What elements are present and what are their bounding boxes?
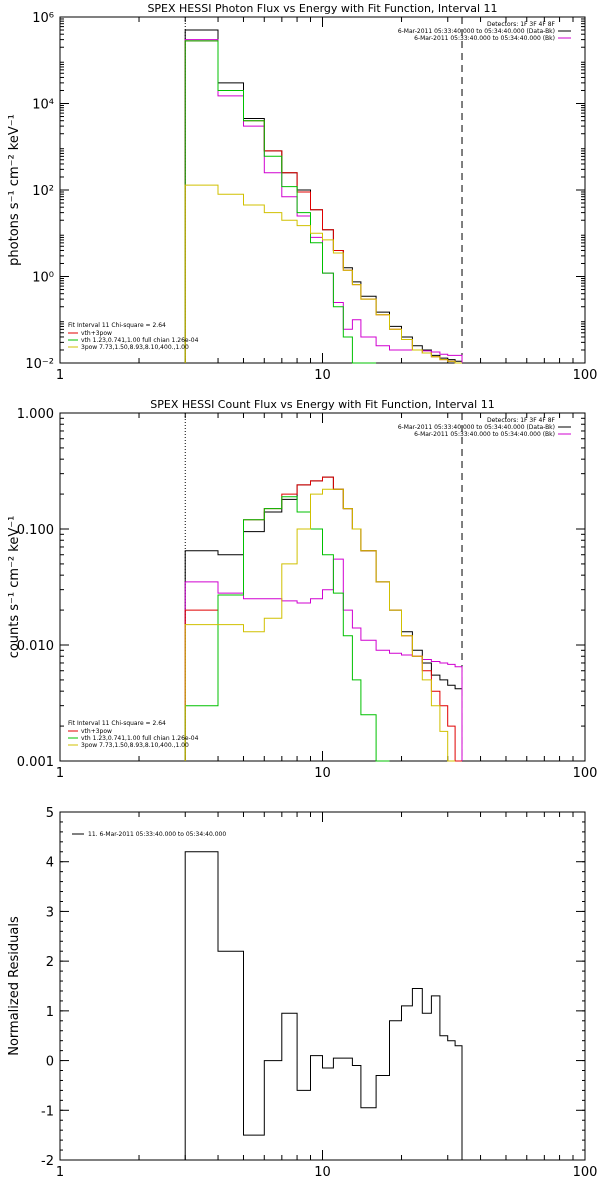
x-tick-label: 100 xyxy=(573,1165,598,1180)
y-tick-label: -1 xyxy=(41,1104,54,1119)
x-tick-label: 1 xyxy=(56,766,64,781)
y-tick-label: 4 xyxy=(46,856,54,871)
y-axis-label: Normalized Residuals xyxy=(7,916,22,1056)
info-line: 6-Mar-2011 05:33:40.000 to 05:34:40.000 … xyxy=(414,35,555,42)
fit-caption: Fit Interval 11 Chi-square = 2.64 xyxy=(68,720,166,727)
fit-legend-label: vth+3pow xyxy=(81,728,112,735)
info-line: 6-Mar-2011 05:33:40.000 to 05:34:40.000 … xyxy=(398,424,555,431)
series-line-2 xyxy=(184,39,463,363)
plot-frame xyxy=(59,16,586,364)
fit-legend-label: vth+3pow xyxy=(81,330,112,337)
y-tick-label: 3 xyxy=(46,905,54,920)
x-tick-label: 10 xyxy=(314,368,331,383)
fit-legend-label: 3pow 7.73,1.50,8.93,8.10,400.,1.00 xyxy=(81,344,189,351)
y-tick-label: 10² xyxy=(32,184,54,199)
y-tick-label: 1.000 xyxy=(17,407,54,422)
y-tick-label: 10⁶ xyxy=(32,11,54,26)
fit-legend-label: vth 1.23,0.741,1.00 full chian 1.26e-04 xyxy=(81,337,199,344)
y-tick-label: 0.001 xyxy=(17,755,54,770)
series-line-1 xyxy=(184,476,463,761)
y-tick-label: 10⁰ xyxy=(32,271,54,286)
fit-legend-label: 3pow 7.73,1.50,8.93,8.10,400.,1.00 xyxy=(81,742,189,749)
y-tick-label: -2 xyxy=(41,1154,54,1169)
x-tick-label: 10 xyxy=(314,766,331,781)
y-tick-label: 10⁻² xyxy=(25,357,54,372)
plot-frame xyxy=(59,412,586,762)
series-line-4 xyxy=(184,40,377,364)
x-tick-label: 100 xyxy=(573,368,598,383)
chart-title: SPEX HESSI Count Flux vs Energy with Fit… xyxy=(150,398,494,411)
x-tick-label: 100 xyxy=(573,766,598,781)
y-tick-label: 1 xyxy=(46,1005,54,1020)
series-line-2 xyxy=(184,558,463,761)
residual-legend-label: 11. 6-Mar-2011 05:33:40.000 to 05:34:40.… xyxy=(88,831,226,838)
fit-legend-label: vth 1.23,0.741,1.00 full chian 1.26e-04 xyxy=(81,735,199,742)
info-line: 6-Mar-2011 05:33:40.000 to 05:34:40.000 … xyxy=(414,431,555,438)
info-line: Detectors: 1F 3F 4F 8F xyxy=(487,417,556,424)
y-axis-label: photons s⁻¹ cm⁻² keV⁻¹ xyxy=(7,114,22,266)
x-tick-label: 10 xyxy=(314,1165,331,1180)
series-line-3 xyxy=(184,476,462,762)
fit-caption: Fit Interval 11 Chi-square = 2.64 xyxy=(68,322,166,329)
info-line: 6-Mar-2011 05:33:40.000 to 05:34:40.000 … xyxy=(398,28,555,35)
y-tick-label: 5 xyxy=(46,806,54,821)
y-tick-label: 10⁴ xyxy=(32,98,54,113)
x-tick-label: 1 xyxy=(56,1165,64,1180)
series-line-4 xyxy=(184,496,390,762)
chart-title: SPEX HESSI Photon Flux vs Energy with Fi… xyxy=(147,2,497,15)
panel-1: SPEX HESSI Photon Flux vs Energy with Fi… xyxy=(7,2,597,383)
series-line-5 xyxy=(184,184,462,364)
series-line-5 xyxy=(184,488,456,762)
y-tick-label: 0.100 xyxy=(17,523,54,538)
x-tick-label: 1 xyxy=(56,368,64,383)
y-axis-label: counts s⁻¹ cm⁻² keV⁻¹ xyxy=(7,516,22,659)
y-tick-label: 2 xyxy=(46,955,54,970)
series-line-3 xyxy=(184,40,462,364)
panel-2: SPEX HESSI Count Flux vs Energy with Fit… xyxy=(7,398,597,781)
y-tick-label: 0.010 xyxy=(17,639,54,654)
series-line-1 xyxy=(184,29,463,363)
series-line-1 xyxy=(184,851,463,1160)
info-line: Detectors: 1F 3F 4F 8F xyxy=(487,21,556,28)
plot-frame xyxy=(59,811,586,1161)
panel-3: 1 10 100 -2 -1 0 1 2 3 4 5 Normalized Residuals 11. … xyxy=(7,806,597,1180)
y-tick-label: 0 xyxy=(46,1055,54,1070)
